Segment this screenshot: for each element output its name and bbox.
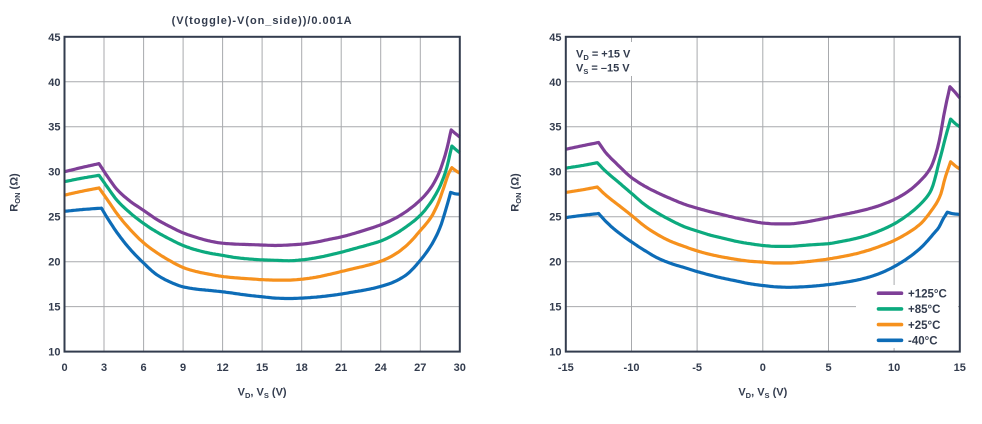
svg-text:9: 9: [180, 362, 186, 374]
svg-text:(V(toggle)-V(on_side))/0.001A: (V(toggle)-V(on_side))/0.001A: [172, 15, 353, 27]
svg-text:-5: -5: [692, 362, 702, 374]
svg-text:30: 30: [48, 167, 60, 179]
svg-text:12: 12: [216, 362, 228, 374]
svg-text:VD = +15 V: VD = +15 V: [576, 49, 631, 63]
svg-text:10: 10: [549, 347, 561, 359]
svg-text:40: 40: [48, 77, 60, 89]
svg-text:0: 0: [61, 362, 67, 374]
svg-text:30: 30: [454, 362, 466, 374]
svg-text:-10: -10: [624, 362, 640, 374]
svg-text:+25°C: +25°C: [908, 320, 940, 332]
svg-text:35: 35: [48, 122, 60, 134]
svg-text:0: 0: [760, 362, 766, 374]
svg-text:VD, VS (V): VD, VS (V): [238, 387, 287, 401]
svg-text:35: 35: [549, 122, 561, 134]
svg-text:45: 45: [48, 32, 60, 44]
svg-text:24: 24: [375, 362, 388, 374]
svg-text:15: 15: [549, 302, 561, 314]
svg-text:10: 10: [888, 362, 900, 374]
svg-text:+125°C: +125°C: [908, 288, 947, 300]
svg-text:+85°C: +85°C: [908, 304, 940, 316]
svg-text:RON (Ω): RON (Ω): [9, 173, 23, 212]
svg-text:3: 3: [101, 362, 107, 374]
svg-text:15: 15: [954, 362, 966, 374]
svg-text:RON (Ω): RON (Ω): [510, 173, 524, 212]
svg-text:15: 15: [48, 302, 60, 314]
svg-text:15: 15: [256, 362, 268, 374]
svg-text:21: 21: [335, 362, 347, 374]
svg-text:-40°C: -40°C: [908, 336, 938, 348]
svg-text:5: 5: [825, 362, 831, 374]
svg-text:45: 45: [549, 32, 561, 44]
svg-text:40: 40: [549, 77, 561, 89]
svg-text:27: 27: [414, 362, 426, 374]
svg-text:20: 20: [549, 257, 561, 269]
svg-text:6: 6: [141, 362, 147, 374]
svg-text:18: 18: [296, 362, 308, 374]
svg-text:25: 25: [48, 212, 60, 224]
svg-text:25: 25: [549, 212, 561, 224]
svg-text:VS = –15 V: VS = –15 V: [576, 63, 630, 77]
svg-text:-15: -15: [558, 362, 574, 374]
svg-text:20: 20: [48, 257, 60, 269]
svg-text:10: 10: [48, 347, 60, 359]
svg-text:30: 30: [549, 167, 561, 179]
svg-text:VD, VS (V): VD, VS (V): [738, 387, 787, 401]
